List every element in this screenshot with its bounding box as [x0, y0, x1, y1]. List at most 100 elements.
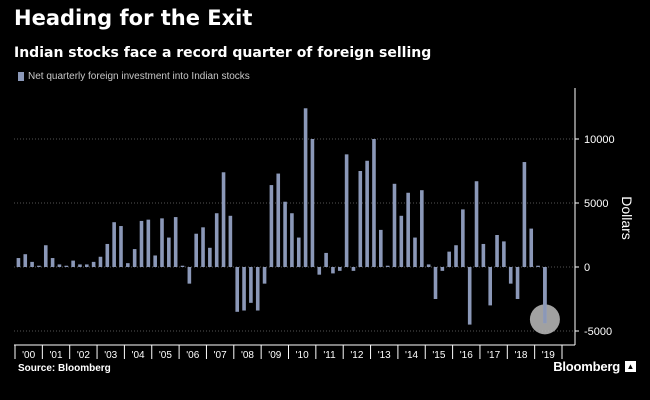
y-axis-title: Dollars	[619, 196, 635, 240]
bar	[474, 181, 479, 267]
bar	[406, 192, 410, 267]
x-tick-label: '09	[268, 350, 281, 361]
bar	[522, 162, 527, 267]
bar	[201, 227, 205, 267]
bar	[454, 245, 458, 267]
x-tick-label: '00	[22, 350, 35, 361]
bar	[488, 267, 493, 306]
bar	[153, 255, 157, 267]
bar	[262, 267, 267, 284]
bar	[23, 254, 28, 267]
x-tick-label: '07	[214, 350, 227, 361]
bar	[146, 219, 151, 267]
bar	[399, 215, 404, 267]
bar	[331, 267, 335, 274]
bar	[344, 154, 349, 267]
bar	[481, 243, 486, 267]
bar	[440, 267, 445, 271]
bar	[180, 265, 185, 267]
bar	[105, 243, 110, 267]
bar	[173, 217, 178, 267]
bar	[324, 252, 328, 267]
bar	[372, 139, 376, 267]
bar	[98, 256, 103, 267]
bar	[317, 267, 322, 275]
bar	[495, 235, 499, 267]
bar	[194, 233, 198, 267]
x-tick-label: '15	[432, 350, 445, 361]
bar	[447, 251, 451, 267]
bar	[392, 183, 397, 267]
bar	[167, 237, 171, 267]
y-tick-label: 5000	[584, 198, 608, 210]
legend: Net quarterly foreign investment into In…	[18, 71, 250, 82]
bar	[269, 185, 274, 267]
bar	[214, 213, 219, 267]
bar	[543, 267, 547, 324]
legend-swatch	[18, 72, 24, 81]
bar	[502, 241, 506, 267]
bar	[358, 171, 363, 267]
bar	[119, 226, 123, 267]
bar	[221, 172, 226, 267]
bar	[433, 267, 438, 299]
x-tick-label: '14	[405, 350, 418, 361]
bar	[508, 267, 513, 284]
bar	[420, 190, 424, 267]
bar	[132, 249, 137, 267]
bar	[112, 222, 116, 267]
x-tick-label: '02	[77, 350, 90, 361]
bar	[228, 215, 233, 267]
bar	[91, 261, 96, 267]
x-tick-label: '08	[241, 350, 254, 361]
bar	[71, 260, 75, 267]
bar	[515, 267, 520, 299]
bar	[235, 267, 240, 312]
bar	[529, 228, 534, 267]
bar	[50, 258, 55, 267]
bar	[160, 218, 164, 267]
bar	[37, 265, 41, 267]
bar	[467, 267, 472, 325]
bar	[208, 247, 212, 267]
brand-logo: Bloomberg	[553, 359, 620, 374]
x-tick-label: '01	[50, 350, 63, 361]
bar	[187, 267, 192, 284]
chart-title: Heading for the Exit	[14, 6, 253, 30]
bar	[365, 160, 369, 267]
y-tick-label: 0	[584, 262, 590, 274]
bar	[290, 213, 294, 267]
x-tick-label: '19	[542, 350, 555, 361]
y-tick-label: -5000	[584, 326, 612, 338]
x-tick-label: '17	[487, 350, 500, 361]
bar	[255, 267, 260, 311]
bar	[413, 237, 417, 267]
x-tick-label: '13	[378, 350, 391, 361]
x-tick-label: '18	[514, 350, 527, 361]
source-note: Source: Bloomberg	[18, 363, 111, 374]
bar	[536, 265, 540, 267]
bar	[303, 108, 308, 267]
x-tick-label: '12	[350, 350, 363, 361]
bar	[276, 173, 281, 267]
bar	[461, 209, 465, 267]
bar	[283, 201, 287, 267]
bar	[379, 229, 383, 267]
x-tick-label: '05	[159, 350, 172, 361]
x-tick-label: '10	[296, 350, 309, 361]
bar	[310, 139, 315, 267]
bar	[242, 267, 246, 311]
x-tick-label: '03	[104, 350, 117, 361]
bar	[426, 264, 431, 267]
x-tick-label: '16	[460, 350, 473, 361]
x-tick-label: '11	[323, 350, 336, 361]
bar	[296, 237, 301, 267]
legend-label: Net quarterly foreign investment into In…	[28, 71, 250, 82]
bar	[43, 245, 48, 267]
bar	[139, 220, 144, 267]
x-tick-label: '04	[132, 350, 145, 361]
brand-mark-icon: ▲	[625, 361, 636, 372]
bar	[337, 267, 342, 271]
bar	[30, 261, 34, 267]
